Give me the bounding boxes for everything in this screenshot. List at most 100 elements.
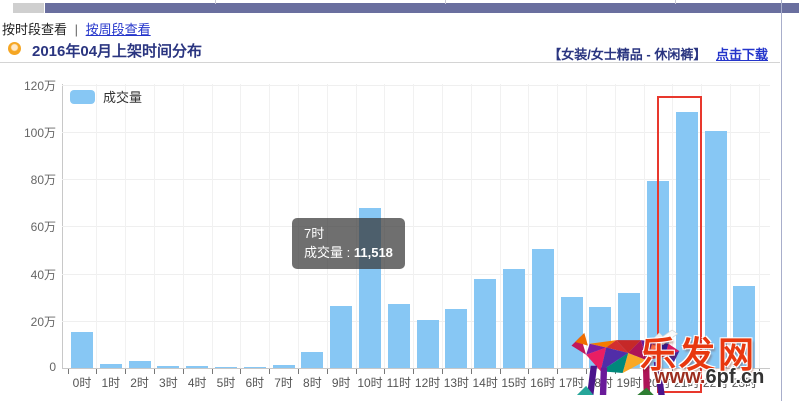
x-gridline (499, 84, 501, 368)
category-and-download: 【女装/女士精品 - 休闲裤】 点击下载 (548, 44, 768, 63)
axis-tick (384, 369, 386, 374)
legend-item-volume[interactable]: 成交量 (70, 87, 142, 106)
bar-23时[interactable] (733, 286, 756, 368)
x-gridline (614, 84, 616, 368)
bar-4时[interactable] (186, 366, 209, 368)
axis-tick (125, 369, 127, 374)
x-gridline (672, 84, 674, 368)
header-divider (0, 62, 780, 63)
bar-14时[interactable] (474, 279, 497, 368)
axis-tick (442, 369, 443, 374)
axis-tick (672, 369, 674, 374)
legend-swatch (70, 89, 95, 104)
x-axis-label-19时: 19时 (616, 376, 642, 390)
tooltip-separator: : (343, 245, 354, 260)
x-axis-label-7时: 7时 (274, 376, 293, 390)
bar-3时[interactable] (157, 366, 180, 368)
download-link[interactable]: 点击下载 (715, 47, 768, 62)
y-gridline (62, 131, 770, 133)
x-axis-label-8时: 8时 (303, 376, 322, 390)
x-axis-label-12时: 12时 (414, 376, 441, 390)
axis-tick (586, 369, 587, 374)
x-gridline (758, 84, 760, 368)
axis-tick (240, 369, 242, 374)
y-axis-label: 0 (49, 360, 56, 374)
bar-13时[interactable] (445, 309, 468, 368)
axis-tick (355, 369, 357, 374)
bar-5时[interactable] (215, 367, 237, 368)
window-strip-tick (215, 0, 216, 4)
bar-12时[interactable] (416, 320, 439, 368)
legend-label: 成交量 (103, 90, 143, 105)
axis-tick (269, 369, 271, 374)
axis-tick (730, 369, 731, 374)
window-strip-tick (675, 0, 676, 4)
bar-17时[interactable] (560, 297, 583, 368)
x-gridline (154, 84, 155, 368)
y-gridline (62, 226, 770, 228)
bar-7时[interactable] (272, 365, 295, 368)
bar-21时[interactable] (675, 112, 698, 368)
x-axis-label-3时: 3时 (159, 376, 178, 390)
tooltip-hour: 7时 (304, 226, 325, 241)
window-strip-tick (445, 0, 446, 4)
x-gridline (470, 84, 472, 368)
page-right-border (781, 0, 782, 401)
y-axis-label: 80万 (30, 173, 56, 187)
x-axis-label-9时: 9时 (331, 376, 351, 390)
bar-15时[interactable] (503, 269, 525, 368)
axis-tick (758, 369, 760, 374)
x-axis-label-11时: 11时 (386, 376, 412, 390)
bar-18时[interactable] (589, 307, 612, 368)
x-axis-label-23时: 23时 (731, 376, 758, 390)
axis-tick (470, 369, 472, 374)
bar-2时[interactable] (128, 361, 151, 368)
x-axis-label-4时: 4时 (187, 376, 207, 390)
bar-19时[interactable] (618, 293, 641, 368)
bar-11时[interactable] (387, 304, 410, 368)
axis-tick (67, 369, 69, 374)
x-axis-label-2时: 2时 (130, 376, 149, 390)
bar-22时[interactable] (704, 131, 727, 368)
axis-tick (326, 369, 328, 374)
x-gridline (442, 84, 443, 368)
y-axis-label: 120万 (23, 78, 56, 93)
x-gridline (269, 84, 271, 368)
x-axis-label-5时: 5时 (216, 376, 236, 390)
axis-tick (298, 369, 299, 374)
tab-by-week-period-link[interactable]: 按周段查看 (85, 22, 151, 37)
x-axis-label-10时: 10时 (357, 376, 383, 390)
category-label: 【女装/女士精品 - 休闲裤】 (548, 47, 707, 62)
window-strip-bar (45, 3, 799, 13)
x-gridline (730, 84, 731, 368)
nav-separator: | (74, 22, 79, 37)
y-gridline (62, 273, 770, 275)
y-gridline (62, 320, 770, 322)
x-gridline (586, 84, 587, 368)
highlight-rectangle (656, 96, 702, 393)
page-title: 2016年04月上架时间分布 (32, 43, 203, 60)
bar-6时[interactable] (243, 367, 266, 368)
tooltip-value-line: 成交量 : 11,518 (304, 243, 393, 262)
x-gridline (528, 84, 530, 368)
bar-1时[interactable] (99, 364, 122, 368)
x-gridline (211, 84, 213, 368)
x-axis-label-16时: 16时 (530, 376, 556, 390)
x-gridline (96, 84, 98, 368)
x-axis-label-14时: 14时 (472, 376, 498, 390)
bar-8时[interactable] (301, 352, 324, 368)
x-axis-label-15时: 15时 (501, 376, 527, 390)
bar-9时[interactable] (330, 306, 353, 368)
axis-tick (499, 369, 501, 374)
x-axis-line (62, 368, 770, 369)
window-strip-gray-segment (13, 3, 44, 13)
chart-tooltip: 7时 成交量 : 11,518 (292, 218, 405, 269)
bar-0时[interactable] (71, 332, 93, 368)
x-gridline (557, 84, 559, 368)
y-axis-label: 60万 (30, 220, 56, 235)
axis-tick (154, 369, 155, 374)
tab-by-time-period[interactable]: 按时段查看 (2, 22, 68, 37)
bar-16时[interactable] (531, 249, 554, 368)
